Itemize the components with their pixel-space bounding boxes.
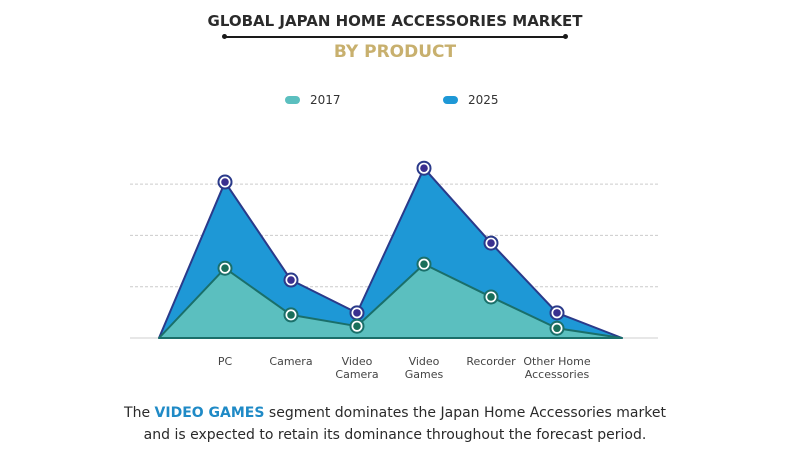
- x-label-line: Other Home: [523, 355, 591, 368]
- x-label-line: Camera: [269, 355, 313, 368]
- divider-dot-left: [222, 34, 227, 39]
- caption-line-2: and is expected to retain its dominance …: [143, 427, 647, 443]
- caption-line1-rest: segment dominates the Japan Home Accesso…: [264, 405, 666, 421]
- caption-line-1: The VIDEO GAMES segment dominates the Ja…: [0, 402, 790, 424]
- divider-dot-right: [563, 34, 568, 39]
- legend-label-2017: 2017: [310, 93, 341, 107]
- x-label: Camera: [246, 355, 336, 368]
- x-label-line: Games: [404, 368, 444, 381]
- marker-2025: [553, 309, 561, 317]
- x-label-line: PC: [217, 355, 233, 368]
- marker-2025: [221, 178, 229, 186]
- caption-highlight: VIDEO GAMES: [154, 405, 265, 421]
- x-label-line: Recorder: [466, 355, 516, 368]
- chart-subtitle: BY PRODUCT: [333, 42, 457, 62]
- marker-2017: [420, 260, 428, 268]
- marker-2025: [287, 276, 295, 284]
- legend-swatch-2017: [285, 96, 300, 104]
- marker-2017: [353, 322, 361, 331]
- x-label-line: Video: [408, 355, 440, 368]
- title-divider: [222, 34, 568, 39]
- legend-label-2025: 2025: [468, 93, 499, 107]
- x-label: Video Games: [379, 355, 469, 381]
- legend-item-2017: 2017: [285, 93, 341, 107]
- chart-title: GLOBAL JAPAN HOME ACCESSORIES MARKET: [207, 12, 583, 30]
- legend-swatch-2025: [443, 96, 458, 104]
- marker-2017: [487, 293, 495, 301]
- legend-item-2025: 2025: [443, 93, 499, 107]
- x-label: Video Camera: [312, 355, 402, 381]
- x-label: PC: [180, 355, 270, 368]
- x-label-line: Accessories: [524, 368, 590, 381]
- caption-prefix: The: [124, 405, 155, 421]
- marker-2025: [420, 164, 428, 172]
- marker-2025: [353, 309, 361, 317]
- x-label-line: Video: [341, 355, 373, 368]
- marker-2017: [287, 311, 295, 319]
- marker-2017: [553, 324, 561, 333]
- x-label: Recorder: [446, 355, 536, 368]
- marker-2025: [487, 239, 495, 247]
- legend: 2017 2025: [0, 93, 790, 111]
- caption: The VIDEO GAMES segment dominates the Ja…: [0, 402, 790, 446]
- x-label-line: Camera: [335, 368, 379, 381]
- marker-2017: [221, 264, 229, 273]
- x-label: Other Home Accessories: [512, 355, 602, 381]
